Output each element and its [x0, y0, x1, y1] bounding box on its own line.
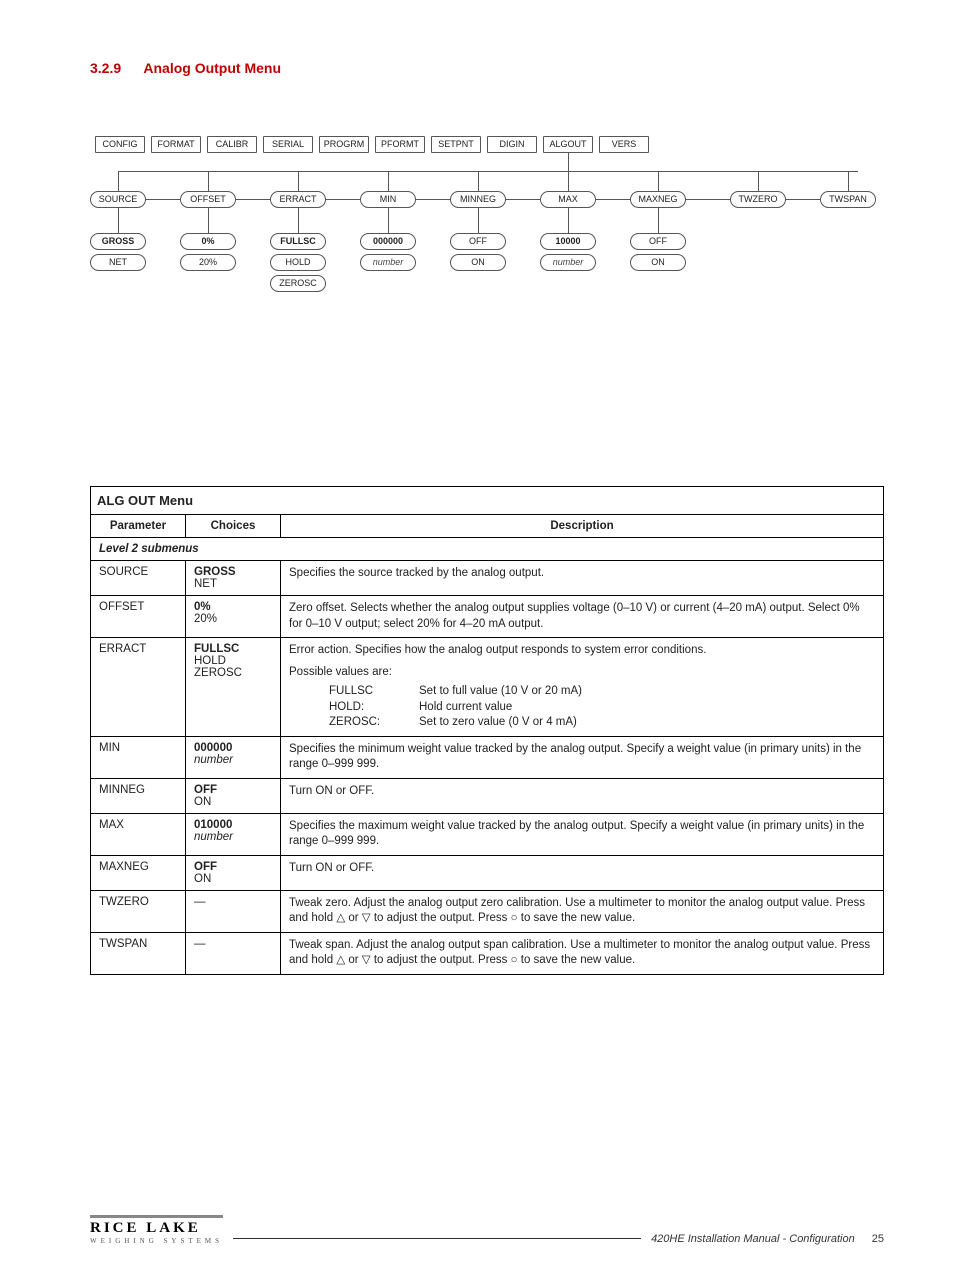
menu-vers: VERS — [599, 136, 649, 153]
menu-progrm: PROGRM — [319, 136, 369, 153]
val-on-1: ON — [450, 254, 506, 271]
table-row: OFFSET0%20%Zero offset. Selects whether … — [91, 596, 884, 638]
table-row: MIN000000numberSpecifies the minimum wei… — [91, 736, 884, 778]
menu-digin: DIGIN — [487, 136, 537, 153]
cell-choices: 0%20% — [186, 596, 281, 638]
val-number1: number — [360, 254, 416, 271]
table-caption: ALG OUT Menu — [90, 486, 884, 514]
val-on-2: ON — [630, 254, 686, 271]
table-row: MAX010000numberSpecifies the maximum wei… — [91, 813, 884, 855]
table-row: MINNEGOFFONTurn ON or OFF. — [91, 778, 884, 813]
table-row: TWSPAN—Tweak span. Adjust the analog out… — [91, 932, 884, 974]
sub-erract: ERRACT — [270, 191, 326, 208]
cell-description: Specifies the source tracked by the anal… — [281, 561, 884, 596]
subheader: Level 2 submenus — [91, 538, 884, 561]
table-row: MAXNEGOFFONTurn ON or OFF. — [91, 855, 884, 890]
table-row: SOURCEGROSSNETSpecifies the source track… — [91, 561, 884, 596]
menu-setpnt: SETPNT — [431, 136, 481, 153]
cell-choices: 010000number — [186, 813, 281, 855]
menu-algout: ALGOUT — [543, 136, 593, 153]
cell-description: Turn ON or OFF. — [281, 855, 884, 890]
th-choices: Choices — [186, 515, 281, 538]
table-row: ERRACTFULLSCHOLDZEROSCError action. Spec… — [91, 638, 884, 737]
val-000000: 000000 — [360, 233, 416, 250]
val-off-2: OFF — [630, 233, 686, 250]
th-parameter: Parameter — [91, 515, 186, 538]
val-fullsc: FULLSC — [270, 233, 326, 250]
cell-choices: OFFON — [186, 855, 281, 890]
algout-table: ALG OUT Menu Parameter Choices Descripti… — [90, 486, 884, 975]
cell-parameter: MAXNEG — [91, 855, 186, 890]
cell-description: Zero offset. Selects whether the analog … — [281, 596, 884, 638]
cell-description: Specifies the maximum weight value track… — [281, 813, 884, 855]
val-gross: GROSS — [90, 233, 146, 250]
sub-source: SOURCE — [90, 191, 146, 208]
section-title: Analog Output Menu — [143, 60, 281, 76]
sub-min: MIN — [360, 191, 416, 208]
section-number: 3.2.9 — [90, 60, 140, 76]
cell-parameter: TWZERO — [91, 890, 186, 932]
sub-twzero: TWZERO — [730, 191, 786, 208]
val-net: NET — [90, 254, 146, 271]
cell-choices: FULLSCHOLDZEROSC — [186, 638, 281, 737]
cell-parameter: MIN — [91, 736, 186, 778]
cell-parameter: TWSPAN — [91, 932, 186, 974]
sub-maxneg: MAXNEG — [630, 191, 686, 208]
cell-description: Error action. Specifies how the analog o… — [281, 638, 884, 737]
val-number2: number — [540, 254, 596, 271]
cell-choices: OFFON — [186, 778, 281, 813]
th-description: Description — [281, 515, 884, 538]
footer-rule — [233, 1238, 641, 1239]
sub-offset: OFFSET — [180, 191, 236, 208]
cell-parameter: MINNEG — [91, 778, 186, 813]
sub-max: MAX — [540, 191, 596, 208]
menu-config: CONFIG — [95, 136, 145, 153]
cell-parameter: MAX — [91, 813, 186, 855]
page-footer: RICE LAKE WEIGHING SYSTEMS 420HE Install… — [90, 1215, 884, 1245]
menu-format: FORMAT — [151, 136, 201, 153]
cell-description: Turn ON or OFF. — [281, 778, 884, 813]
cell-choices: — — [186, 932, 281, 974]
cell-choices: — — [186, 890, 281, 932]
cell-choices: GROSSNET — [186, 561, 281, 596]
cell-description: Specifies the minimum weight value track… — [281, 736, 884, 778]
sub-twspan: TWSPAN — [820, 191, 876, 208]
cell-parameter: SOURCE — [91, 561, 186, 596]
cell-choices: 000000number — [186, 736, 281, 778]
menu-calibr: CALIBR — [207, 136, 257, 153]
val-hold: HOLD — [270, 254, 326, 271]
section-heading: 3.2.9 Analog Output Menu — [90, 60, 884, 76]
val-10000: 10000 — [540, 233, 596, 250]
cell-parameter: OFFSET — [91, 596, 186, 638]
table-row: TWZERO—Tweak zero. Adjust the analog out… — [91, 890, 884, 932]
menu-pformt: PFORMT — [375, 136, 425, 153]
val-zerosc: ZEROSC — [270, 275, 326, 292]
rice-lake-logo: RICE LAKE WEIGHING SYSTEMS — [90, 1215, 223, 1245]
logo-bottom: WEIGHING SYSTEMS — [90, 1237, 223, 1245]
logo-top: RICE LAKE — [90, 1215, 223, 1237]
val-off-1: OFF — [450, 233, 506, 250]
menu-serial: SERIAL — [263, 136, 313, 153]
cell-parameter: ERRACT — [91, 638, 186, 737]
menu-tree-diagram: CONFIG FORMAT CALIBR SERIAL PROGRM PFORM… — [90, 136, 880, 406]
sub-minneg: MINNEG — [450, 191, 506, 208]
val-0pct: 0% — [180, 233, 236, 250]
cell-description: Tweak span. Adjust the analog output spa… — [281, 932, 884, 974]
cell-description: Tweak zero. Adjust the analog output zer… — [281, 890, 884, 932]
val-20pct: 20% — [180, 254, 236, 271]
